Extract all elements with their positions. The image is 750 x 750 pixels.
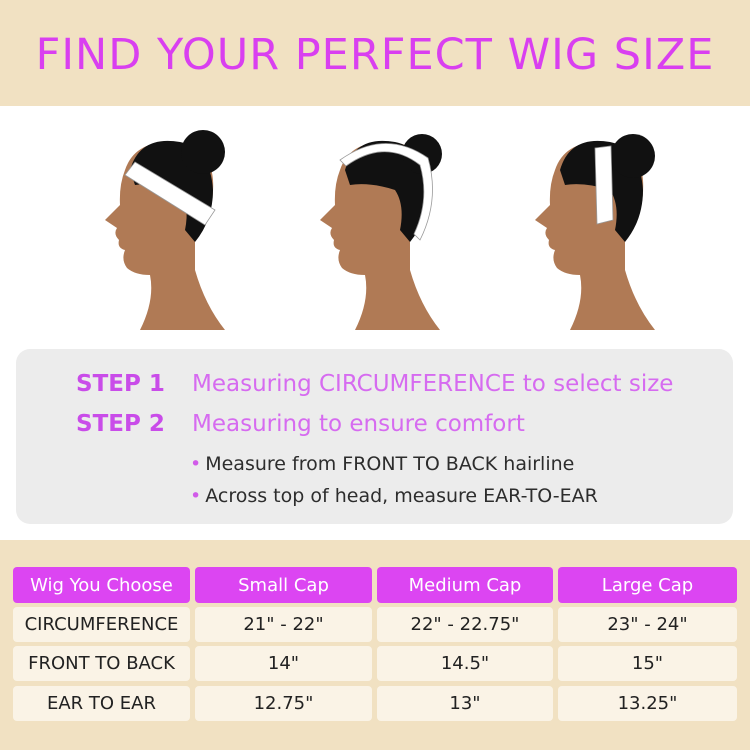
bullet-dot-icon: • (190, 453, 202, 475)
table-cell: 14" (195, 646, 372, 681)
table-cell: 15" (558, 646, 737, 681)
instructions-panel: STEP 1 Measuring CIRCUMFERENCE to select … (16, 349, 733, 524)
table-cell: 21" - 22" (195, 607, 372, 642)
table-row-label: FRONT TO BACK (13, 646, 190, 681)
step-text: Measuring to ensure comfort (192, 411, 525, 437)
head-ear-to-ear-measure-icon (320, 134, 442, 330)
table-cell: 13.25" (558, 686, 737, 721)
bullet-text: Measure from FRONT TO BACK hairline (205, 453, 575, 475)
table-header-cell: Medium Cap (377, 567, 553, 603)
table-header-cell: Wig You Choose (13, 567, 190, 603)
step-2: STEP 2 Measuring to ensure comfort (76, 411, 525, 437)
step-text: Measuring CIRCUMFERENCE to select size (192, 371, 674, 397)
table-cell: 22" - 22.75" (377, 607, 553, 642)
table-cell: 14.5" (377, 646, 553, 681)
title-banner: FIND YOUR PERFECT WIG SIZE (0, 0, 750, 106)
table-cell: 12.75" (195, 686, 372, 721)
bullet-text: Across top of head, measure EAR-TO-EAR (205, 485, 598, 507)
head-circumference-measure-icon (105, 130, 225, 330)
step-1: STEP 1 Measuring CIRCUMFERENCE to select … (76, 371, 673, 397)
table-row-label: EAR TO EAR (13, 686, 190, 721)
bullet-dot-icon: • (190, 485, 202, 507)
bullet-item: • Across top of head, measure EAR-TO-EAR (190, 485, 598, 507)
table-cell: 23" - 24" (558, 607, 737, 642)
step-label: STEP 1 (76, 371, 165, 397)
head-front-to-back-measure-icon (535, 134, 655, 330)
page-title: FIND YOUR PERFECT WIG SIZE (35, 30, 715, 80)
table-header-cell: Large Cap (558, 567, 737, 603)
illustrations (0, 106, 750, 340)
table-row-label: CIRCUMFERENCE (13, 607, 190, 642)
bullet-item: • Measure from FRONT TO BACK hairline (190, 453, 574, 475)
table-cell: 13" (377, 686, 553, 721)
step-label: STEP 2 (76, 411, 165, 437)
table-header-cell: Small Cap (195, 567, 372, 603)
